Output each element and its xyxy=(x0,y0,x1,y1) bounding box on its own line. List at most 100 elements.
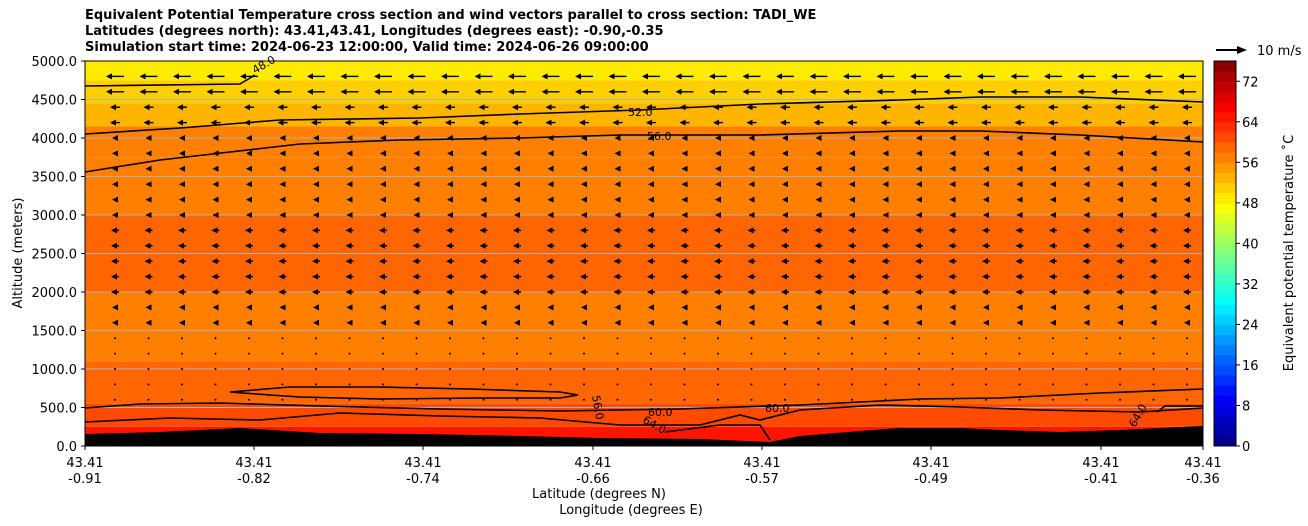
wind-vector xyxy=(717,398,719,401)
wind-vector-head xyxy=(1050,212,1056,218)
wind-vector-head xyxy=(1082,227,1089,234)
wind-vector-head xyxy=(1184,135,1190,141)
wind-vector-head xyxy=(748,135,755,141)
wind-vector-head xyxy=(815,150,822,157)
x-tick-lat: 43.41 xyxy=(574,456,611,471)
wind-vector xyxy=(951,383,954,386)
wind-vector-head xyxy=(312,289,318,295)
wind-vector-head xyxy=(983,212,989,218)
wind-vector-head xyxy=(613,242,620,249)
wind-vector-head xyxy=(647,227,653,234)
wind-vector-head xyxy=(781,289,787,295)
y-tick-label: 3000.0 xyxy=(32,209,78,224)
colorbar-segment xyxy=(1214,142,1236,153)
wind-vector-head xyxy=(179,165,185,172)
wind-vector-head xyxy=(581,304,587,311)
wind-vector xyxy=(985,352,987,355)
colorbar-segment xyxy=(1214,304,1236,315)
wind-vector xyxy=(382,352,384,355)
wind-vector-head xyxy=(514,304,520,311)
wind-vector-head xyxy=(782,196,788,203)
wind-vector-head xyxy=(642,88,648,95)
wind-vector-head xyxy=(747,227,754,234)
wind-vector-head xyxy=(1116,227,1122,234)
wind-vector-head xyxy=(614,181,621,188)
wind-vector-head xyxy=(144,258,151,265)
wind-vector xyxy=(549,398,552,401)
wind-vector-head xyxy=(346,135,353,141)
wind-vector-head xyxy=(547,181,554,188)
wind-vector-head xyxy=(407,73,414,80)
wind-vector-head xyxy=(178,273,184,280)
wind-vector xyxy=(1119,383,1121,386)
colorbar-segment xyxy=(1214,364,1236,376)
wind-vector-head xyxy=(212,212,219,218)
wind-vector-head xyxy=(413,165,420,172)
wind-vector xyxy=(281,368,284,370)
wind-vector-head xyxy=(983,181,989,188)
x-tick-lon: -0.82 xyxy=(237,472,271,487)
wind-vector-head xyxy=(145,181,152,188)
wind-vector-head xyxy=(211,273,218,280)
wind-vector-head xyxy=(413,196,420,203)
wind-vector xyxy=(281,352,284,355)
wind-vector-head xyxy=(1116,242,1122,249)
wind-vector-head xyxy=(144,242,151,249)
wind-vector xyxy=(449,383,451,386)
colorbar-segment xyxy=(1214,415,1236,427)
colorbar-segment xyxy=(1214,91,1236,103)
wind-vector-head xyxy=(446,227,452,234)
wind-vector-head xyxy=(608,88,615,95)
wind-vector-head xyxy=(882,212,889,218)
wind-vector xyxy=(147,383,150,386)
wind-vector-head xyxy=(313,165,319,172)
wind-vector xyxy=(449,337,451,340)
wind-vector-head xyxy=(847,104,853,111)
wind-vector-head xyxy=(245,289,251,295)
wind-vector-head xyxy=(145,165,152,172)
wind-vector xyxy=(382,383,384,386)
wind-vector-head xyxy=(843,73,849,80)
wind-vector-head xyxy=(1184,212,1190,218)
wind-vector-head xyxy=(541,73,548,80)
wind-vector-head xyxy=(179,319,185,326)
colorbar-segment xyxy=(1214,314,1236,325)
wind-vector-head xyxy=(411,119,418,126)
wind-vector-head xyxy=(1050,196,1056,203)
wind-vector xyxy=(750,383,753,386)
wind-vector-head xyxy=(380,150,386,157)
wind-vector-head xyxy=(747,273,754,280)
wind-vector xyxy=(449,368,451,370)
wind-vector-head xyxy=(977,73,983,80)
wind-vector xyxy=(214,368,217,370)
wind-vector-head xyxy=(547,165,554,172)
wind-vector xyxy=(415,398,418,401)
wind-vector xyxy=(348,352,351,355)
wind-vector xyxy=(750,398,753,401)
wind-vector-head xyxy=(380,135,386,141)
wind-vector-head xyxy=(679,119,686,126)
wind-vector-head xyxy=(514,150,520,157)
wind-vector xyxy=(248,368,250,370)
wind-vector-head xyxy=(480,181,487,188)
wind-vector-head xyxy=(1144,73,1151,80)
wind-vector xyxy=(1052,398,1054,401)
wind-vector-head xyxy=(546,258,553,265)
wind-vector-head xyxy=(1150,181,1157,188)
colorbar-tick-label: 72 xyxy=(1242,75,1259,90)
x-tick-lat: 43.41 xyxy=(1082,456,1119,471)
wind-vector-head xyxy=(1117,212,1123,218)
y-tick-label: 2000.0 xyxy=(32,286,78,301)
wind-vector-head xyxy=(177,104,183,111)
wind-vector-head xyxy=(279,212,286,218)
colorbar-segment xyxy=(1214,212,1236,224)
wind-vector-head xyxy=(949,165,956,172)
wind-vector-head xyxy=(512,104,518,111)
wind-vector xyxy=(951,352,954,355)
wind-vector-head xyxy=(447,212,453,218)
wind-vector xyxy=(315,368,317,370)
wind-vector xyxy=(516,352,518,355)
wind-vector-head xyxy=(178,289,184,295)
y-tick-label: 0.0 xyxy=(56,440,77,455)
wind-vector-head xyxy=(781,242,787,249)
